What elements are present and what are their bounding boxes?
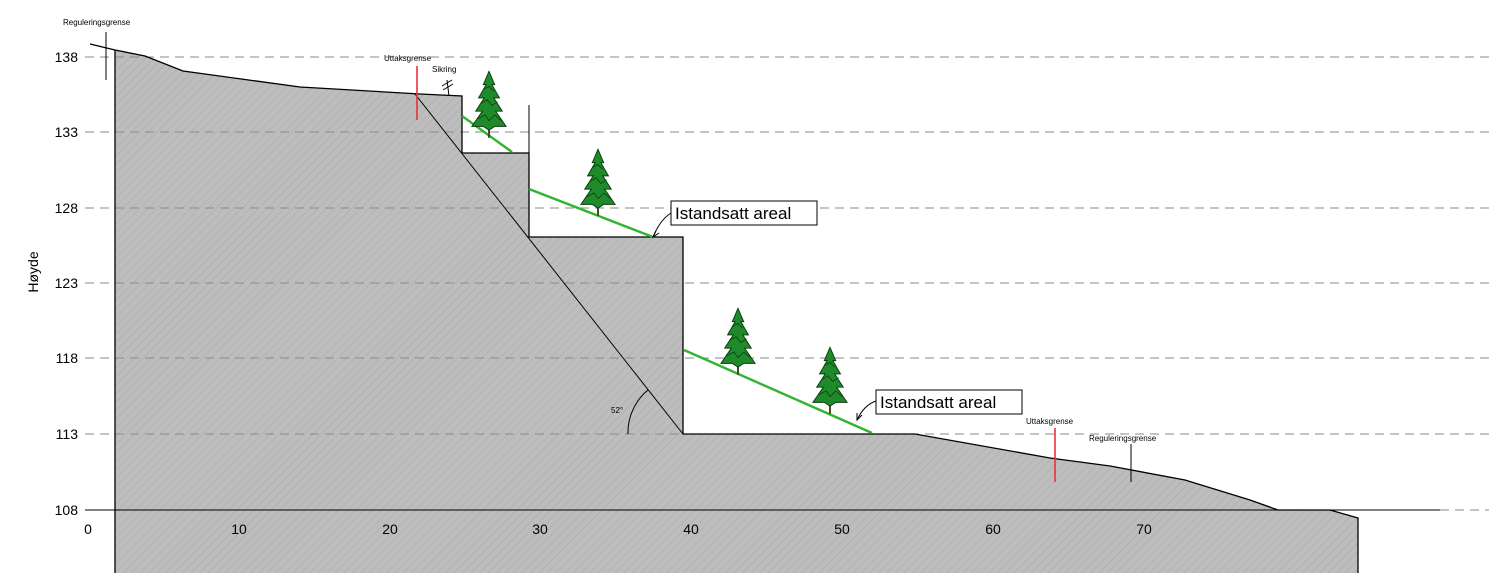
x-tick-label: 30 xyxy=(532,521,548,537)
x-tick-label: 70 xyxy=(1136,521,1152,537)
x-tick-label: 40 xyxy=(683,521,699,537)
sikring-label: Sikring xyxy=(432,65,456,74)
x-tick-label: 20 xyxy=(382,521,398,537)
x-tick-label: 10 xyxy=(231,521,247,537)
uttaksgrense-label-left: Uttaksgrense xyxy=(384,54,432,63)
tree-icon xyxy=(579,148,617,217)
tree-icon xyxy=(719,307,757,376)
reguleringsgrense-label-left: Reguleringsgrense xyxy=(63,18,131,27)
callout-lower-label: Istandsatt areal xyxy=(880,393,996,412)
x-tick-label: 60 xyxy=(985,521,1001,537)
original-slope-line xyxy=(414,93,684,435)
terrain-profile xyxy=(115,50,1358,573)
y-tick-label: 123 xyxy=(55,275,79,291)
x-tick-label: 50 xyxy=(834,521,850,537)
angle-label: 52° xyxy=(611,406,623,415)
y-tick-label: 118 xyxy=(56,350,79,366)
y-axis-ticks: 138 133 128 123 118 113 108 xyxy=(55,49,79,518)
angle-arc xyxy=(627,389,649,435)
callout-lower: Istandsatt areal xyxy=(856,389,1023,422)
y-tick-label: 108 xyxy=(55,502,79,518)
gridlines xyxy=(85,56,1489,511)
terrain-outline xyxy=(89,43,1359,573)
y-tick-label: 133 xyxy=(55,124,79,140)
y-axis-label: Høyde xyxy=(25,251,41,292)
restored-slopes xyxy=(461,115,873,435)
x-axis-ticks: 0 10 20 30 40 50 60 70 xyxy=(84,521,1152,537)
tree-icon xyxy=(811,346,849,415)
y-tick-label: 128 xyxy=(55,200,79,216)
y-tick-label: 138 xyxy=(55,49,79,65)
callout-upper-label: Istandsatt areal xyxy=(675,204,791,223)
x-tick-label: 0 xyxy=(84,521,92,537)
sikring-symbol xyxy=(441,79,454,97)
callout-upper: Istandsatt areal xyxy=(651,200,818,239)
reguleringsgrense-label-right: Reguleringsgrense xyxy=(1089,434,1157,443)
uttaksgrense-label-right: Uttaksgrense xyxy=(1026,417,1074,426)
y-tick-label: 113 xyxy=(56,426,79,442)
